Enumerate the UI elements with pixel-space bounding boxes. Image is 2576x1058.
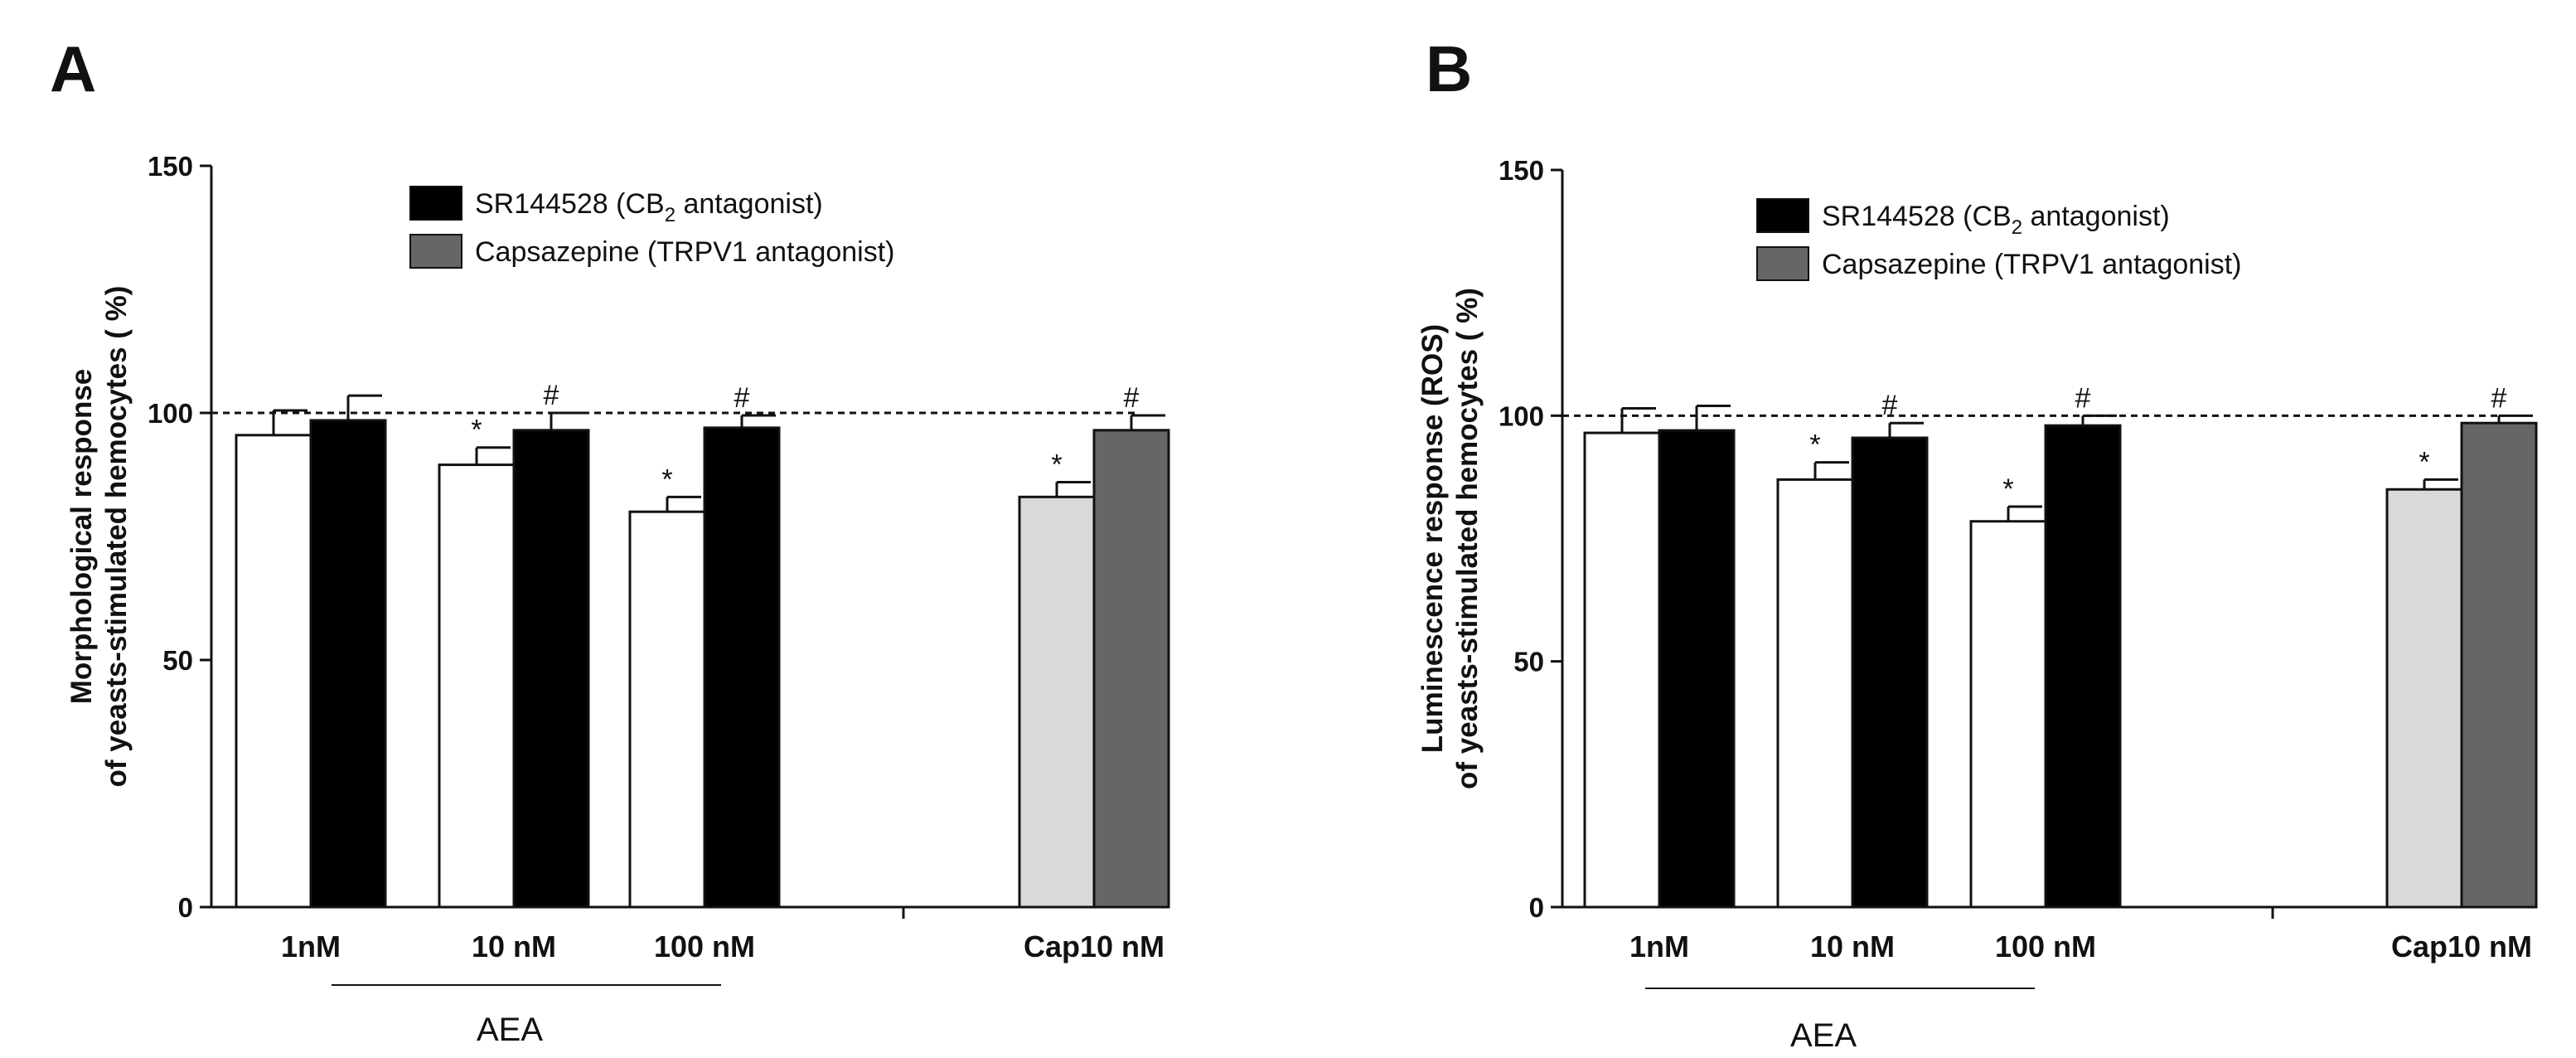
significance-star: *: [661, 463, 672, 495]
legend-label: Capsazepine (TRPV1 antagonist): [1822, 249, 2242, 280]
significance-star: *: [1809, 430, 1820, 461]
legend-swatch: [409, 186, 462, 221]
y-tick-label: 100: [148, 398, 193, 429]
y-tick-label: 150: [1499, 155, 1544, 186]
group-label: AEA: [1790, 1017, 1857, 1054]
significance-star: *: [471, 415, 482, 446]
significance-star: *: [2419, 446, 2429, 478]
bar: [2385, 488, 2463, 909]
significance-hash: #: [2491, 382, 2507, 414]
bar: [1658, 429, 1736, 909]
y-axis-title: Morphological responseof yeasts-stimulat…: [65, 286, 133, 788]
legend-swatch: [1756, 198, 1809, 233]
significance-star: *: [1051, 449, 1062, 480]
significance-star: *: [2002, 473, 2013, 505]
bar: [235, 434, 312, 909]
panel-letter: B: [1426, 32, 1472, 105]
bar: [1018, 495, 1096, 909]
bar: [1583, 431, 1661, 909]
significance-hash: #: [734, 382, 750, 414]
x-category-label: 100 nM: [654, 929, 755, 963]
legend-swatch: [409, 234, 462, 269]
significance-hash: #: [1124, 382, 1140, 414]
legend-label: SR144528 (CB2 antagonist): [1822, 201, 2170, 239]
bar: [438, 463, 516, 909]
x-category-label: 100 nM: [1995, 929, 2096, 963]
bar: [1776, 478, 1854, 909]
x-category-label: 10 nM: [1810, 929, 1895, 963]
y-axis-title: Luminescence response (ROS)of yeasts-sti…: [1416, 288, 1484, 789]
x-category-label: Cap10 nM: [2391, 929, 2532, 963]
group-label: AEA: [477, 1012, 543, 1048]
legend-label: SR144528 (CB2 antagonist): [475, 188, 823, 226]
panel-b: B Luminescence response (ROS)of yeasts-st…: [1416, 32, 2538, 1054]
x-category-label: 1nM: [281, 929, 341, 963]
significance-hash: #: [544, 380, 559, 411]
bar: [2460, 421, 2538, 909]
bar: [512, 429, 590, 909]
y-tick-label: 0: [1529, 892, 1544, 923]
bar: [309, 419, 387, 909]
x-category-label: 10 nM: [472, 929, 556, 963]
x-category-label: 1nM: [1629, 929, 1689, 963]
significance-hash: #: [1882, 390, 1898, 421]
x-category-label: Cap10 nM: [1024, 929, 1165, 963]
bar: [1969, 520, 2047, 909]
bar: [703, 426, 781, 909]
significance-hash: #: [2075, 382, 2091, 414]
bar: [1851, 436, 1929, 909]
legend-label: Capsazepine (TRPV1 antagonist): [475, 236, 895, 268]
bar: [1092, 429, 1170, 909]
y-tick-label: 150: [148, 151, 193, 182]
y-tick-label: 50: [162, 645, 193, 676]
bar: [628, 510, 706, 909]
legend-swatch: [1756, 246, 1809, 281]
bar: [2044, 424, 2122, 909]
y-tick-label: 50: [1513, 647, 1544, 677]
y-tick-label: 0: [178, 892, 193, 923]
y-tick-label: 100: [1499, 400, 1544, 431]
panel-a: A Morphological responseof yeasts-stimula…: [50, 32, 1170, 1048]
panel-letter: A: [50, 32, 96, 105]
